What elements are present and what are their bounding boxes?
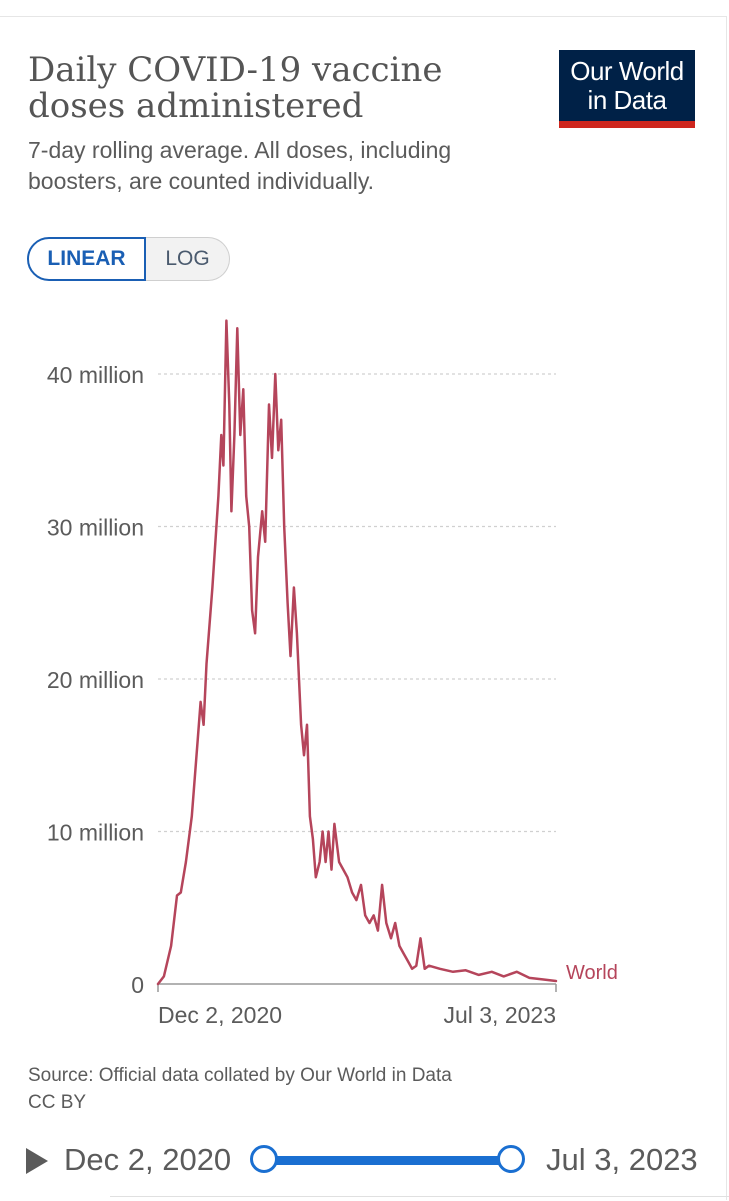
series-line-world bbox=[156, 319, 558, 986]
source-note: Source: Official data collated by Our Wo… bbox=[28, 1062, 628, 1116]
series-layer: World bbox=[156, 319, 618, 986]
grid-layer bbox=[158, 373, 556, 833]
line-chart: 0 10 million 20 million 30 million 40 millio… bbox=[47, 319, 618, 1028]
scale-toggle: LINEAR LOG bbox=[27, 237, 230, 281]
y-tick-label: 40 million bbox=[47, 362, 144, 388]
y-tick-label: 10 million bbox=[47, 820, 144, 846]
chart-subtitle: 7-day rolling average. All doses, includ… bbox=[28, 137, 452, 194]
axis-layer: 0 10 million 20 million 30 million 40 millio… bbox=[47, 362, 557, 1028]
x-tick-label: Jul 3, 2023 bbox=[443, 1002, 556, 1028]
y-tick-label: 20 million bbox=[47, 667, 144, 693]
license-text: CC BY bbox=[28, 1092, 87, 1113]
play-icon[interactable] bbox=[26, 1148, 48, 1174]
timeline-end-label: Jul 3, 2023 bbox=[546, 1142, 698, 1177]
divider bbox=[110, 1196, 729, 1201]
logo-line-1: Our World bbox=[570, 56, 684, 86]
timeline-track[interactable] bbox=[264, 1156, 512, 1165]
source-text: Source: Official data collated by Our Wo… bbox=[28, 1065, 452, 1086]
owid-logo[interactable]: Our World in Data bbox=[559, 50, 695, 128]
chart-card bbox=[0, 16, 727, 1200]
y-tick-label: 30 million bbox=[47, 515, 144, 541]
series-label: World bbox=[566, 962, 618, 984]
timeline-end-handle[interactable] bbox=[497, 1145, 525, 1173]
log-scale-button[interactable]: LOG bbox=[146, 237, 230, 281]
y-tick-label: 0 bbox=[131, 972, 144, 998]
logo-accent-bar bbox=[559, 121, 695, 128]
chart-title: Daily COVID-19 vaccine doses administere… bbox=[28, 50, 443, 126]
timeline-start-label: Dec 2, 2020 bbox=[64, 1142, 232, 1177]
x-tick-label: Dec 2, 2020 bbox=[158, 1002, 282, 1028]
timeline: Dec 2, 2020 Jul 3, 2023 bbox=[0, 1132, 729, 1192]
timeline-start-handle[interactable] bbox=[250, 1145, 278, 1173]
linear-scale-button[interactable]: LINEAR bbox=[27, 237, 146, 281]
logo-line-2: in Data bbox=[587, 85, 667, 115]
